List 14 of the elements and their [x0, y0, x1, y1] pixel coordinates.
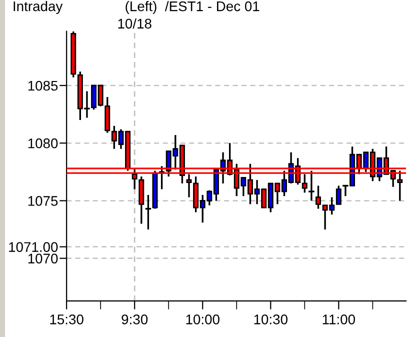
- y-tick-label: 1080: [28, 138, 58, 148]
- x-tick-label: 15:30: [50, 314, 84, 324]
- chart-title: Intraday: [14, 1, 63, 14]
- x-tick-label: 10:30: [254, 314, 288, 324]
- y-tick-label: 1071.00: [9, 242, 58, 252]
- x-tick-label: 10:00: [186, 314, 220, 324]
- x-tick-label: 11:00: [322, 314, 355, 324]
- candlestick: [308, 170, 314, 202]
- y-tick-label: 1075: [28, 196, 58, 206]
- chart-subtitle: (Left) /EST1 - Dec 01: [126, 1, 260, 14]
- x-tick-label: 9:30: [122, 314, 148, 324]
- y-tick-label: 1070: [28, 254, 58, 264]
- y-tick-label: 1085: [28, 80, 58, 91]
- ref-line-label: 10/18: [118, 18, 152, 29]
